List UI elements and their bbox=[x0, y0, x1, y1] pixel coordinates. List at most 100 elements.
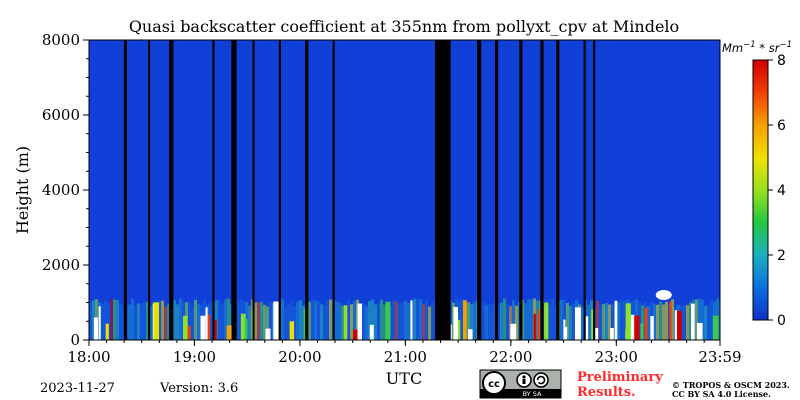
aerosol-cell bbox=[240, 313, 246, 340]
data-gap bbox=[123, 40, 127, 340]
footer-version: Version: 3.6 bbox=[159, 381, 238, 396]
aerosol-cell bbox=[140, 303, 143, 340]
aerosol-cell bbox=[380, 299, 383, 340]
aerosol-cell bbox=[428, 306, 431, 340]
colorbar-unit-exp1: −1 bbox=[743, 40, 756, 50]
aerosol-cell bbox=[683, 304, 686, 340]
aerosol-cell bbox=[596, 301, 599, 340]
aerosol-cell bbox=[149, 306, 152, 340]
aerosol-cell bbox=[296, 301, 299, 340]
copyright-line1: © TROPOS & OSCM 2023. bbox=[672, 380, 790, 390]
preliminary-label-line1: Preliminary bbox=[577, 370, 663, 385]
aerosol-cell bbox=[425, 299, 428, 340]
x-tick-label: 23:59 bbox=[698, 348, 741, 366]
aerosol-cell bbox=[675, 310, 682, 340]
aerosol-cell bbox=[560, 299, 563, 340]
aerosol-cell bbox=[182, 315, 188, 340]
aerosol-cell bbox=[431, 303, 434, 340]
aerosol-cell bbox=[173, 300, 176, 340]
data-gap bbox=[593, 40, 596, 340]
preliminary-label-line2: Results. bbox=[577, 385, 636, 400]
aerosol-cell bbox=[467, 302, 470, 340]
aerosol-cell bbox=[671, 299, 674, 340]
colorbar-tick-label: 0 bbox=[777, 313, 786, 329]
aerosol-cell bbox=[269, 302, 272, 340]
data-gap bbox=[231, 40, 237, 340]
x-axis-label: UTC bbox=[386, 369, 422, 388]
aerosol-cell bbox=[374, 304, 377, 340]
aerosol-cell bbox=[131, 299, 134, 340]
aerosol-cell bbox=[176, 304, 179, 340]
aerosol-cell bbox=[265, 328, 271, 340]
aerosol-cell bbox=[206, 314, 211, 340]
aerosol-cell bbox=[191, 305, 194, 340]
aerosol-cell bbox=[287, 303, 290, 340]
data-gap bbox=[305, 40, 309, 340]
aerosol-cell bbox=[696, 322, 703, 340]
colorbar-unit-sep: * bbox=[756, 41, 769, 55]
y-tick-label: 8000 bbox=[42, 31, 80, 49]
aerosol-cell bbox=[377, 303, 380, 340]
aerosol-cell bbox=[587, 304, 590, 340]
aerosol-cell bbox=[273, 301, 279, 340]
aerosol-cell bbox=[453, 306, 458, 340]
aerosol-cell bbox=[281, 298, 284, 340]
aerosol-cell bbox=[572, 303, 575, 340]
data-gap bbox=[252, 40, 255, 340]
aerosol-cell bbox=[610, 327, 614, 340]
aerosol-cell bbox=[311, 299, 314, 340]
x-tick-label: 21:00 bbox=[384, 348, 427, 366]
aerosol-cell bbox=[551, 298, 554, 340]
aerosol-cell bbox=[107, 302, 110, 340]
aerosol-cell bbox=[303, 309, 306, 340]
aerosol-cell bbox=[284, 306, 287, 340]
aerosol-cell bbox=[369, 324, 374, 340]
aerosol-cell bbox=[625, 303, 631, 340]
aerosol-cell bbox=[468, 329, 473, 340]
aerosol-cell bbox=[314, 300, 317, 340]
cc-badge-label: BY SA bbox=[523, 390, 542, 398]
aerosol-cell bbox=[530, 299, 533, 340]
aerosol-cell bbox=[224, 299, 227, 340]
aerosol-cell bbox=[695, 299, 698, 340]
aerosol-cell bbox=[389, 305, 392, 340]
aerosol-cell bbox=[341, 305, 344, 340]
aerosol-cell bbox=[566, 303, 569, 340]
aerosol-cell bbox=[323, 305, 326, 340]
data-gap bbox=[148, 40, 151, 340]
aerosol-cell bbox=[500, 302, 503, 340]
aerosol-cell bbox=[537, 309, 540, 340]
aerosol-cell bbox=[320, 304, 323, 340]
colorbar-unit: Mm−1 * sr−1 bbox=[722, 40, 792, 55]
aerosol-cell bbox=[674, 310, 678, 340]
aerosol-cell bbox=[585, 316, 589, 340]
copyright-line2: CC BY SA 4.0 License. bbox=[672, 389, 771, 399]
colorbar-tick-label: 4 bbox=[777, 183, 786, 199]
aerosol-cell bbox=[581, 306, 584, 340]
aerosol-cell bbox=[119, 303, 122, 340]
aerosol-cell bbox=[353, 329, 358, 340]
aerosol-cell bbox=[521, 299, 524, 340]
aerosol-cell bbox=[605, 302, 608, 340]
aerosol-cell bbox=[194, 299, 197, 340]
aerosol-cell bbox=[365, 306, 368, 340]
aerosol-cell bbox=[686, 305, 689, 340]
x-axis: 18:00 19:00 20:00 21:00 22:00 23:00 23:59 bbox=[67, 340, 742, 366]
aerosol-cell bbox=[293, 306, 296, 340]
aerosol-cell bbox=[640, 323, 644, 340]
aerosol-cell bbox=[410, 300, 413, 340]
aerosol-cell bbox=[392, 300, 395, 340]
aerosol-cell bbox=[574, 307, 580, 340]
x-tick-label: 19:00 bbox=[173, 348, 216, 366]
aerosol-cell bbox=[461, 299, 464, 340]
y-axis: 0 2000 4000 6000 8000 bbox=[42, 31, 89, 349]
aerosol-cell bbox=[473, 302, 476, 340]
y-tick-label: 0 bbox=[70, 331, 80, 349]
aerosol-cell bbox=[104, 300, 107, 340]
aerosol-cell bbox=[488, 304, 491, 340]
cloud-patches bbox=[655, 290, 672, 300]
aerosol-cell bbox=[659, 301, 662, 340]
aerosol-cell bbox=[134, 305, 137, 340]
aerosol-cell bbox=[350, 304, 353, 340]
cc-icon bbox=[482, 371, 506, 395]
